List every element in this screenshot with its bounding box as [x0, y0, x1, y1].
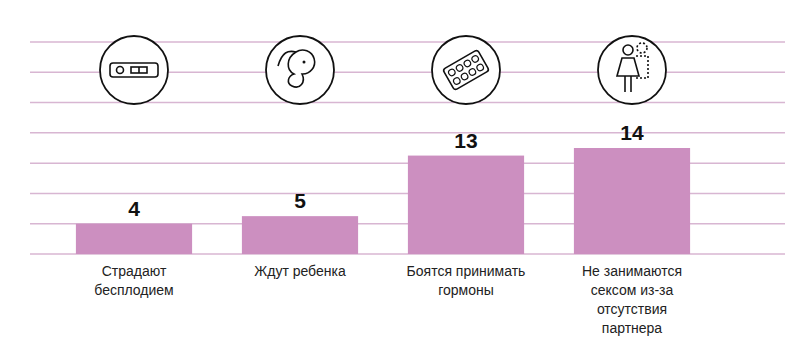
bar: [408, 156, 524, 254]
icon-part: [623, 45, 633, 55]
icon: [432, 36, 500, 104]
chart-root: 4 5 13 14 Страдают бесплодием Ждут ребенка Бо…: [0, 0, 785, 358]
data-label: 5: [294, 189, 306, 212]
category-label: Боятся принимать гормоны: [401, 262, 531, 300]
grid-line: [30, 132, 785, 134]
icon-part: [476, 63, 485, 72]
icon-part: [138, 67, 140, 73]
icon: [598, 36, 666, 104]
icon-part: [131, 67, 147, 73]
category-label: Ждут ребенка: [235, 262, 365, 281]
icon-part: [630, 76, 632, 92]
icon-part: [452, 77, 461, 86]
icon-part: [468, 68, 477, 77]
icon: [100, 36, 168, 104]
icon-part: [455, 64, 464, 73]
icon-part: [636, 56, 648, 78]
icon-part: [624, 76, 626, 92]
data-label: 14: [620, 121, 644, 144]
icon-part: [637, 43, 647, 53]
icon-part: [110, 63, 158, 77]
bar: [242, 216, 358, 254]
icon-part: [471, 55, 480, 64]
data-label: 13: [454, 129, 477, 152]
icon-circle: [598, 36, 666, 104]
icon-part: [447, 68, 456, 77]
data-label: 4: [128, 197, 140, 220]
icon-part: [617, 58, 639, 76]
icon-part: [460, 72, 469, 81]
category-label: Страдают бесплодием: [69, 262, 199, 300]
icons: [100, 36, 666, 104]
bar: [574, 148, 690, 254]
icon-circle: [266, 36, 334, 104]
icon-circle: [100, 36, 168, 104]
chart-svg: 4 5 13 14: [0, 0, 785, 358]
category-label: Не занимаются сексом из-за отсутствия па…: [567, 262, 697, 338]
bars: [76, 148, 690, 254]
icon-part: [117, 67, 124, 74]
icon-part: [443, 50, 490, 91]
icon-part: [463, 59, 472, 68]
icon-part: [303, 61, 306, 64]
bar: [76, 224, 192, 254]
icon-part: [288, 50, 314, 87]
icon-circle: [432, 36, 500, 104]
icon-part: [278, 51, 296, 66]
icon: [266, 36, 334, 104]
